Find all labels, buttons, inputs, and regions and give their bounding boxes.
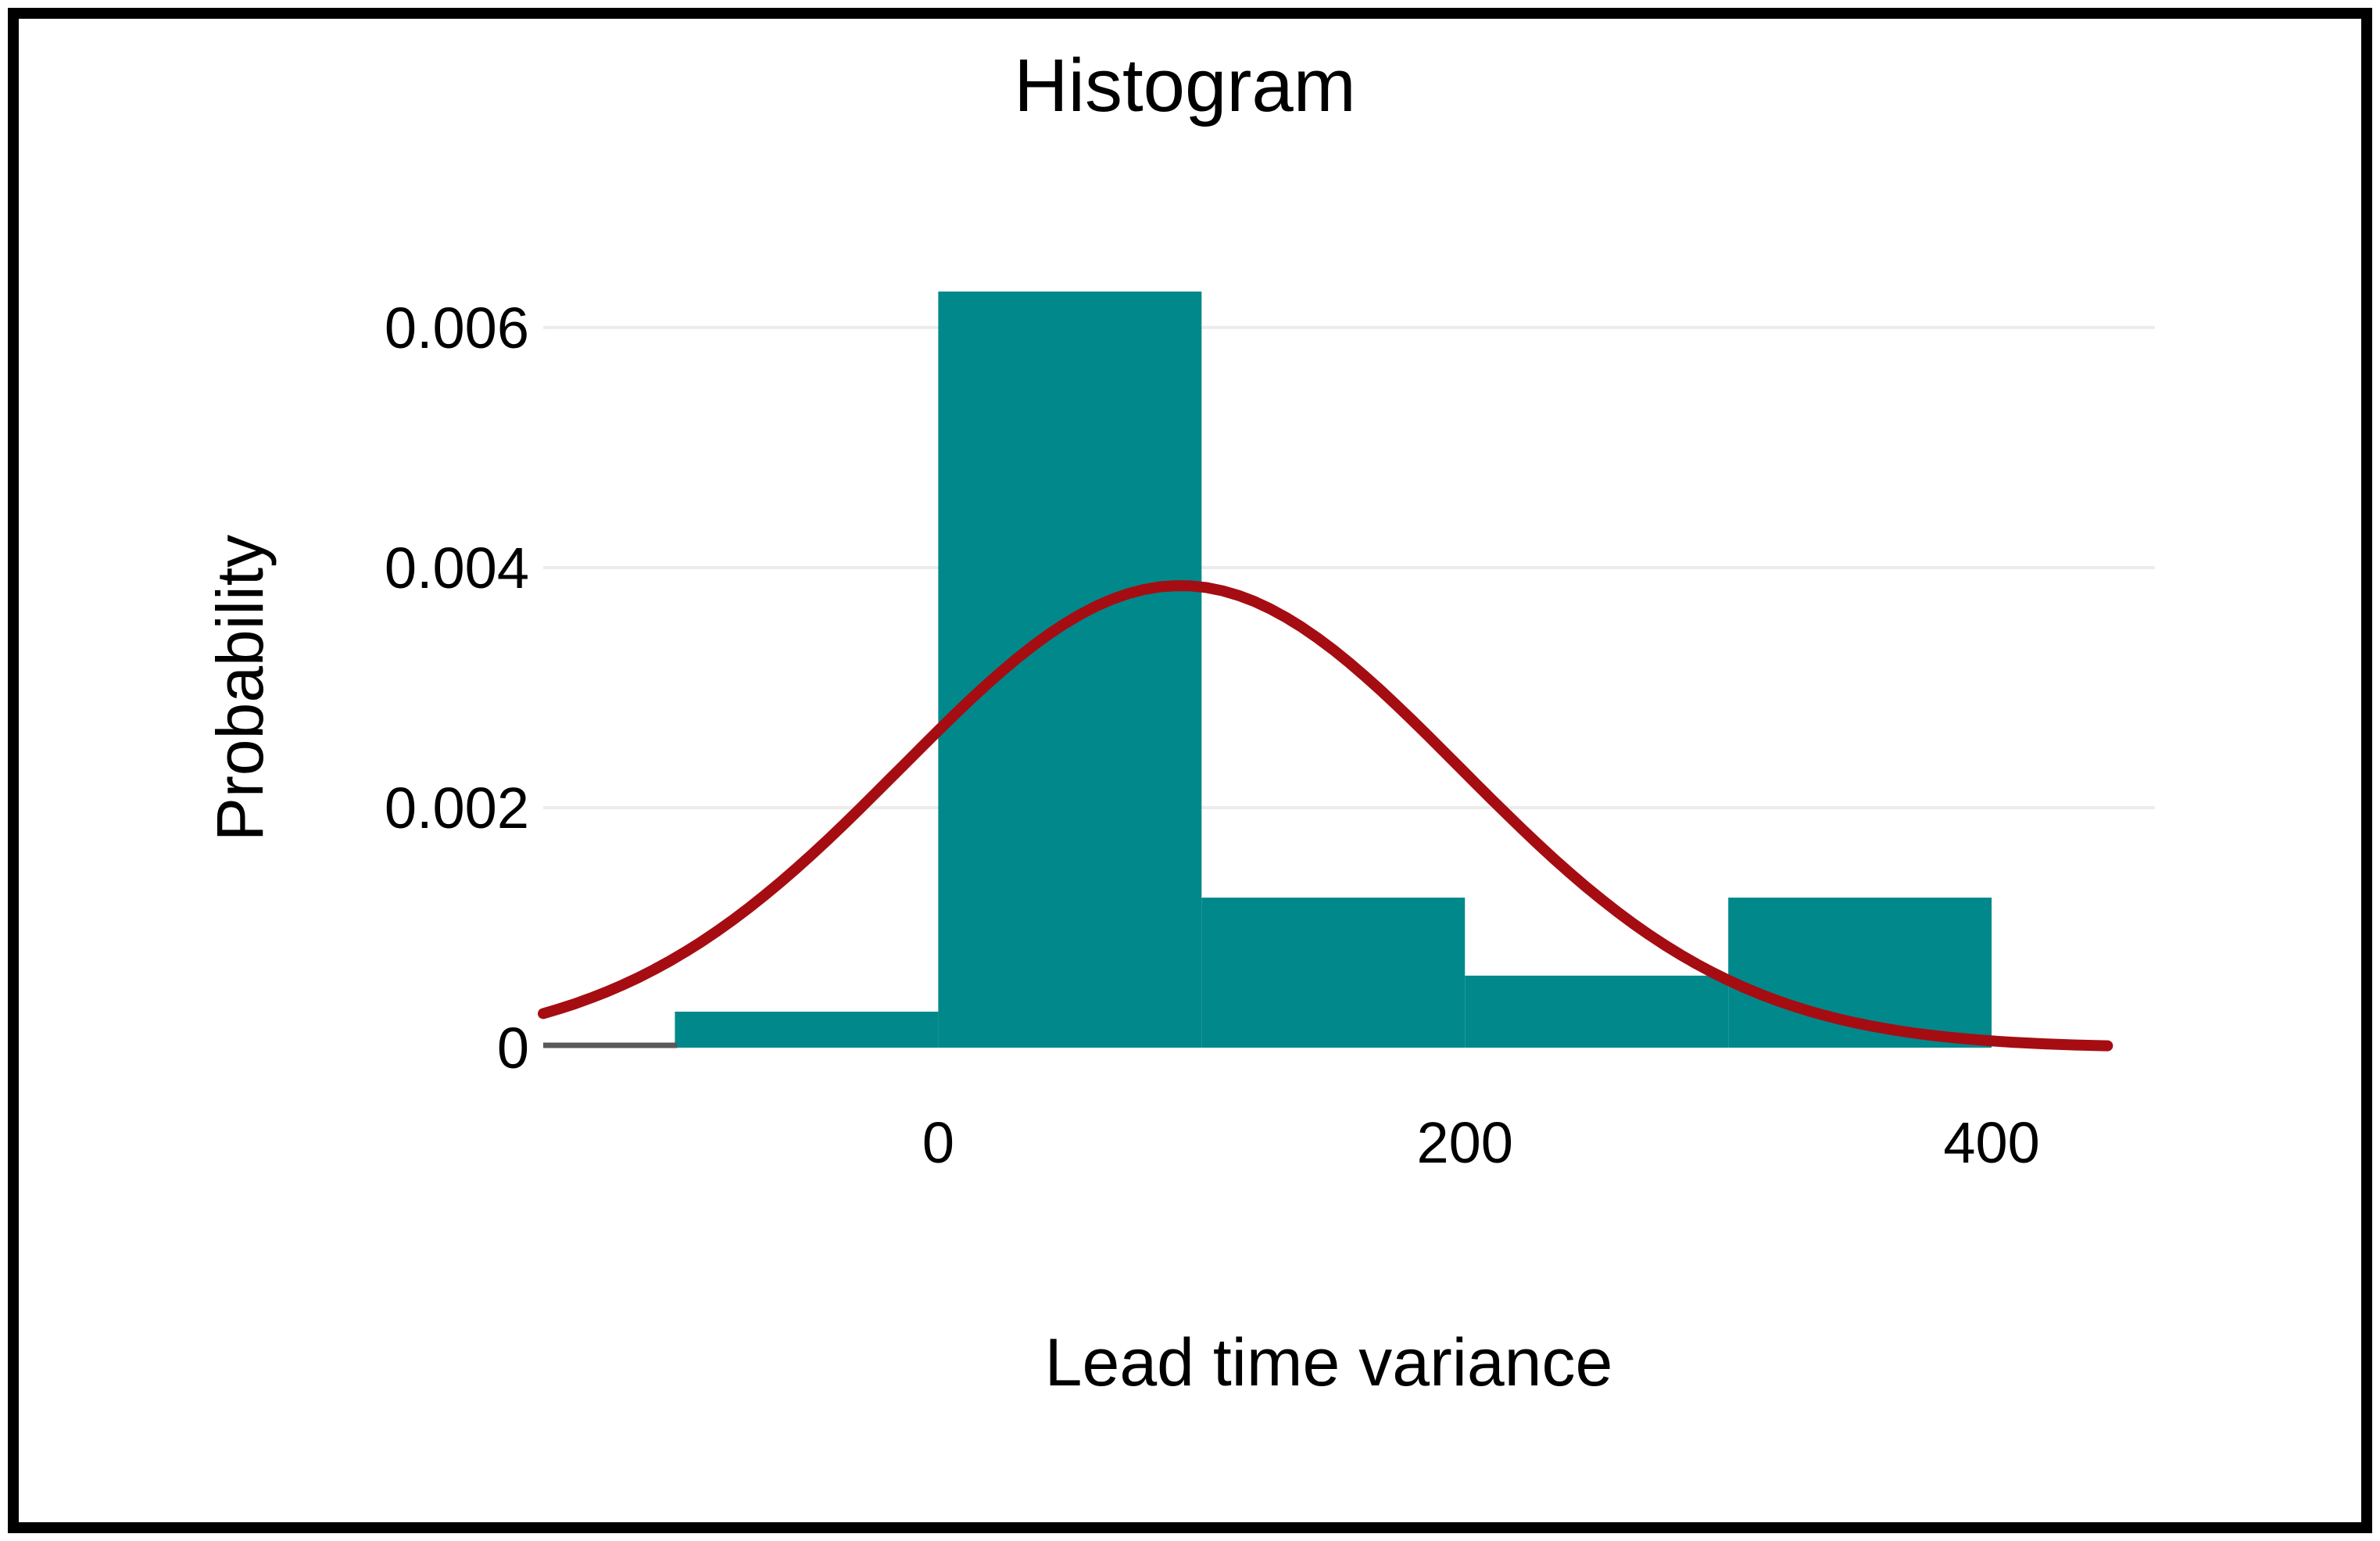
histogram-bar-0 xyxy=(675,1011,939,1048)
y-tick-labels: 0 0.002 0.004 0.006 xyxy=(385,296,529,1080)
x-tick-label-0: 0 xyxy=(922,1110,954,1175)
gridlines xyxy=(543,325,2155,809)
x-tick-label-200: 200 xyxy=(1417,1110,1513,1175)
x-tick-labels: 0 200 400 xyxy=(922,1110,2040,1175)
y-tick-label-0.002: 0.002 xyxy=(385,776,529,840)
x-axis-label: Lead time variance xyxy=(1045,1325,1613,1400)
histogram-bar-2 xyxy=(1201,898,1466,1048)
y-tick-label-0.004: 0.004 xyxy=(385,536,529,600)
x-tick-label-400: 400 xyxy=(1943,1110,2039,1175)
y-tick-label-0.006: 0.006 xyxy=(385,296,529,360)
histogram-bars xyxy=(675,291,1992,1048)
outer-border xyxy=(8,8,2372,1533)
density-curve xyxy=(538,580,2113,1052)
chart-title: Histogram xyxy=(1014,44,1355,127)
histogram-bar-1 xyxy=(938,291,1202,1048)
y-tick-label-0: 0 xyxy=(497,1016,529,1080)
histogram-bar-3 xyxy=(1465,975,1729,1048)
y-axis-label: Probability xyxy=(203,535,277,841)
normal-density-curve xyxy=(538,580,2113,1052)
